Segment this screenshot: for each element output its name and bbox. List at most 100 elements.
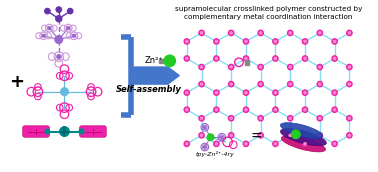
Circle shape	[245, 57, 247, 60]
Circle shape	[245, 92, 247, 94]
Circle shape	[61, 88, 68, 95]
Circle shape	[184, 141, 189, 147]
Circle shape	[333, 109, 336, 111]
Circle shape	[302, 56, 308, 61]
Circle shape	[304, 109, 306, 111]
Circle shape	[332, 141, 337, 147]
Circle shape	[245, 143, 247, 145]
Circle shape	[258, 82, 263, 87]
Circle shape	[230, 83, 232, 85]
Circle shape	[274, 57, 277, 60]
Circle shape	[67, 27, 70, 30]
Circle shape	[274, 109, 277, 111]
Circle shape	[230, 117, 232, 119]
Text: tpy-Zn²⁺-4ry: tpy-Zn²⁺-4ry	[196, 151, 235, 157]
Circle shape	[186, 92, 188, 94]
Circle shape	[289, 83, 291, 85]
Circle shape	[317, 82, 322, 87]
Circle shape	[200, 66, 203, 68]
Circle shape	[229, 133, 234, 138]
Circle shape	[332, 56, 337, 61]
Circle shape	[347, 133, 352, 138]
Circle shape	[260, 83, 262, 85]
Ellipse shape	[280, 123, 323, 138]
Circle shape	[304, 40, 306, 43]
Circle shape	[304, 92, 306, 94]
Circle shape	[348, 66, 350, 68]
Circle shape	[319, 83, 321, 85]
Circle shape	[258, 133, 263, 138]
Circle shape	[258, 64, 263, 70]
Circle shape	[243, 90, 249, 95]
Circle shape	[199, 30, 204, 36]
Circle shape	[258, 116, 263, 121]
Circle shape	[45, 8, 50, 14]
Circle shape	[215, 109, 217, 111]
Circle shape	[215, 143, 217, 145]
Circle shape	[274, 92, 277, 94]
Circle shape	[319, 66, 321, 68]
Circle shape	[348, 117, 350, 119]
Circle shape	[229, 64, 234, 70]
Circle shape	[347, 82, 352, 87]
Circle shape	[319, 32, 321, 34]
Circle shape	[348, 134, 350, 136]
Circle shape	[229, 116, 234, 121]
Circle shape	[273, 39, 278, 44]
Circle shape	[260, 117, 262, 119]
Circle shape	[164, 55, 175, 67]
Circle shape	[317, 133, 322, 138]
FancyBboxPatch shape	[80, 126, 106, 137]
Circle shape	[204, 146, 206, 148]
Circle shape	[48, 27, 51, 30]
Circle shape	[184, 39, 189, 44]
Text: =: =	[250, 130, 262, 144]
Circle shape	[229, 30, 234, 36]
Circle shape	[221, 136, 223, 138]
Circle shape	[199, 64, 204, 70]
Ellipse shape	[281, 136, 325, 152]
Circle shape	[302, 39, 308, 44]
Circle shape	[207, 134, 214, 141]
Circle shape	[186, 40, 188, 43]
Circle shape	[273, 141, 278, 147]
Circle shape	[199, 116, 204, 121]
Circle shape	[56, 7, 62, 12]
Circle shape	[186, 57, 188, 60]
Circle shape	[260, 134, 262, 136]
Circle shape	[186, 109, 188, 111]
Circle shape	[245, 40, 247, 43]
Circle shape	[57, 55, 61, 58]
Circle shape	[317, 64, 322, 70]
Circle shape	[289, 66, 291, 68]
Circle shape	[274, 143, 277, 145]
Circle shape	[304, 143, 306, 145]
Circle shape	[214, 107, 219, 112]
Circle shape	[214, 39, 219, 44]
Circle shape	[243, 141, 249, 147]
Text: Zn²⁺: Zn²⁺	[145, 56, 164, 65]
Circle shape	[215, 92, 217, 94]
Circle shape	[288, 116, 293, 121]
Circle shape	[347, 64, 352, 70]
Circle shape	[288, 64, 293, 70]
Circle shape	[258, 30, 263, 36]
Circle shape	[199, 133, 204, 138]
Circle shape	[302, 90, 308, 95]
Circle shape	[230, 134, 232, 136]
Circle shape	[68, 8, 73, 14]
Circle shape	[204, 126, 206, 128]
Circle shape	[45, 129, 50, 134]
Circle shape	[274, 40, 277, 43]
Circle shape	[332, 107, 337, 112]
Circle shape	[289, 117, 291, 119]
Circle shape	[200, 117, 203, 119]
Text: supramolecular crosslinked polymer constructed by
complementary metal coordinati: supramolecular crosslinked polymer const…	[175, 6, 362, 20]
Circle shape	[348, 83, 350, 85]
Circle shape	[230, 32, 232, 34]
Circle shape	[347, 116, 352, 121]
Circle shape	[289, 32, 291, 34]
Text: Self-assembly: Self-assembly	[116, 85, 182, 94]
Circle shape	[73, 34, 75, 37]
Circle shape	[260, 66, 262, 68]
